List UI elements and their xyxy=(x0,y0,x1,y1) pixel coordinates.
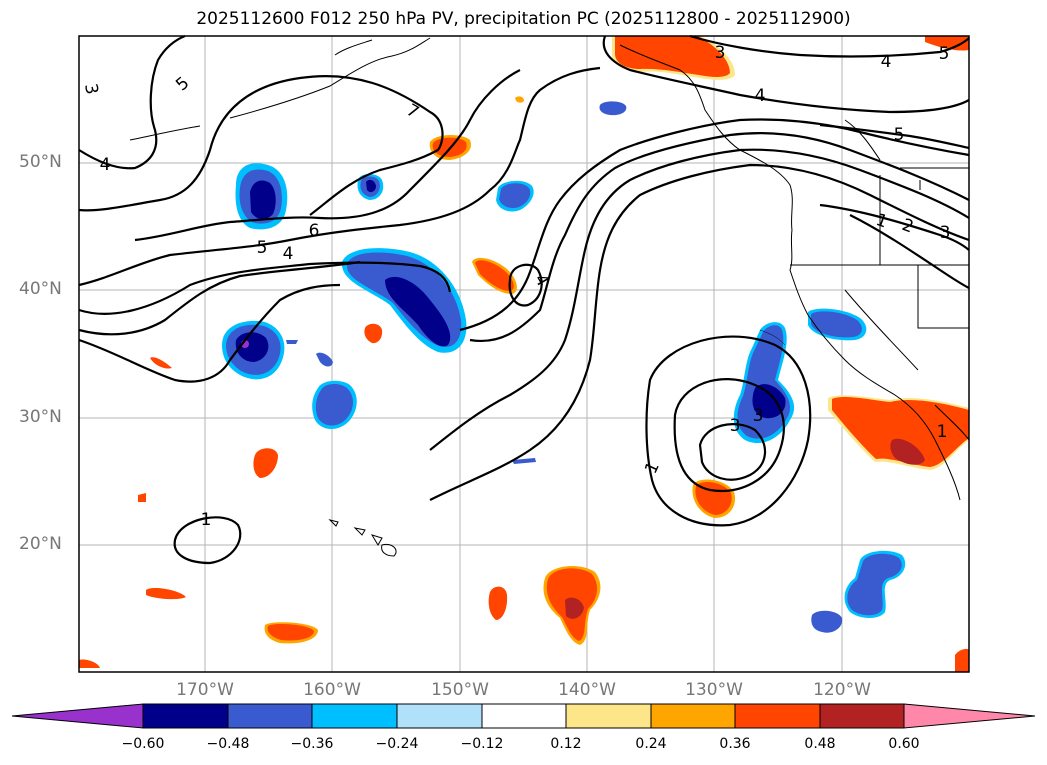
precip-blob xyxy=(847,553,902,616)
precip-blob xyxy=(475,260,514,291)
colorbar-tick: −0.24 xyxy=(375,736,419,752)
colorbar-tick: −0.60 xyxy=(121,736,165,752)
lat-label-40n: 40°N xyxy=(19,279,62,299)
contour-label: 5 xyxy=(894,125,905,145)
precip-blob xyxy=(267,623,314,641)
lat-label-20n: 20°N xyxy=(19,534,62,554)
contour-label: 5 xyxy=(257,238,268,258)
contour-label: 1 xyxy=(937,422,948,442)
map-title: 2025112600 F012 250 hPa PV, precipitatio… xyxy=(196,9,851,29)
pv-contours xyxy=(78,34,970,565)
colorbar-tick: 0.24 xyxy=(635,736,667,752)
contour-label: 3 xyxy=(940,223,951,243)
contour-label: 4 xyxy=(755,86,766,106)
precip-blob xyxy=(955,648,969,672)
colorbar-tick: 0.48 xyxy=(804,736,836,752)
colorbar-extend-max xyxy=(903,703,1036,729)
precip-blob xyxy=(488,586,508,620)
colorbar-tick: 0.36 xyxy=(719,736,751,752)
lon-label-170w: 170°W xyxy=(176,680,234,700)
contour-label: 1 xyxy=(201,510,212,530)
colorbar-tick: −0.12 xyxy=(460,736,504,752)
precip-negative-areas xyxy=(222,101,906,633)
precip-blob xyxy=(138,493,146,502)
lon-label-140w: 140°W xyxy=(558,680,616,700)
lat-label-50n: 50°N xyxy=(19,152,62,172)
precip-blob xyxy=(253,448,278,478)
precip-blob xyxy=(499,183,531,209)
precip-blob xyxy=(925,36,969,51)
precip-blob xyxy=(315,384,354,426)
contour-label: 4 xyxy=(100,155,111,175)
contour-label: 4 xyxy=(881,52,892,72)
contour-label: 3 xyxy=(753,406,764,426)
precip-blob xyxy=(250,180,276,220)
colorbar-tick: −0.36 xyxy=(290,736,334,752)
contour-label: 3 xyxy=(715,43,726,63)
colorbar-bin xyxy=(311,703,398,729)
colorbar-bin xyxy=(565,703,652,729)
precip-blob xyxy=(565,597,584,619)
precip-blob xyxy=(364,323,383,344)
precip-blob xyxy=(366,179,376,193)
precip-blob xyxy=(286,340,298,344)
plot-frame xyxy=(78,35,970,673)
precip-blob xyxy=(811,610,843,633)
colorbar-bin xyxy=(227,703,313,729)
coastlines xyxy=(129,37,970,557)
contour-label: 3 xyxy=(730,416,741,436)
lon-label-150w: 150°W xyxy=(431,680,489,700)
precip-blob xyxy=(385,276,451,347)
gridlines xyxy=(79,36,969,672)
colorbar-bin xyxy=(481,703,567,729)
precip-blob xyxy=(150,357,172,369)
colorbar-tick: 0.60 xyxy=(888,736,920,752)
precip-blob xyxy=(316,352,333,367)
colorbar-tick: 0.12 xyxy=(550,736,582,752)
precip-blob xyxy=(79,659,100,668)
colorbar-tick: −0.48 xyxy=(206,736,250,752)
contour-label: 3 xyxy=(80,82,102,96)
precip-blob xyxy=(146,587,186,600)
precip-blob xyxy=(811,311,862,338)
precip-blob xyxy=(235,332,269,362)
colorbar xyxy=(11,703,1036,729)
precip-blob xyxy=(890,438,925,465)
contour-label: 6 xyxy=(309,221,320,241)
colorbar-bin xyxy=(734,703,821,729)
precip-blob xyxy=(599,101,627,116)
precip-blob xyxy=(832,397,969,467)
colorbar-extend-min xyxy=(11,703,144,729)
lon-label-160w: 160°W xyxy=(303,680,361,700)
contour-label: 4 xyxy=(283,244,294,264)
precip-blob xyxy=(512,458,536,464)
colorbar-bin xyxy=(142,703,229,729)
precip-blob xyxy=(615,36,730,77)
lon-label-130w: 130°W xyxy=(685,680,743,700)
lat-label-30n: 30°N xyxy=(19,407,62,427)
contour-label: 5 xyxy=(939,44,950,64)
lon-label-120w: 120°W xyxy=(813,680,871,700)
colorbar-bin xyxy=(650,703,736,729)
colorbar-bin xyxy=(396,703,483,729)
precip-blob xyxy=(752,384,786,419)
colorbar-bin xyxy=(819,703,905,729)
precip-blob xyxy=(515,96,524,103)
